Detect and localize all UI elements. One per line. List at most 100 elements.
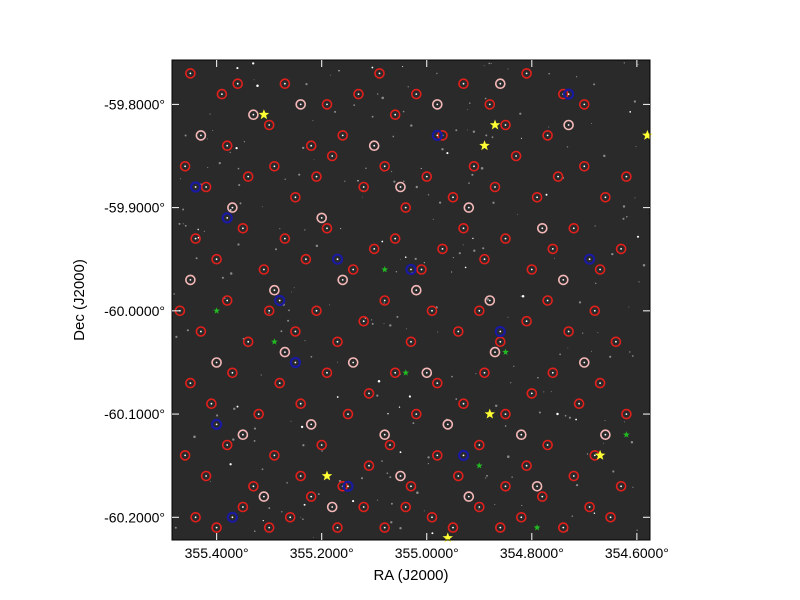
source-center-dot bbox=[599, 382, 601, 384]
source-center-dot bbox=[341, 134, 344, 137]
source-center-dot bbox=[368, 392, 370, 395]
background-star bbox=[362, 196, 363, 198]
background-star bbox=[568, 416, 571, 419]
background-star bbox=[406, 328, 407, 330]
source-center-dot bbox=[252, 485, 255, 488]
red-circle-marker bbox=[494, 522, 506, 533]
source-center-dot bbox=[436, 134, 439, 137]
background-star bbox=[381, 460, 383, 462]
source-center-dot bbox=[200, 330, 202, 333]
background-star bbox=[407, 86, 409, 88]
source-center-dot bbox=[620, 248, 622, 250]
red-circle-marker bbox=[578, 99, 590, 110]
background-star bbox=[483, 65, 485, 67]
red-circle-marker bbox=[368, 243, 380, 255]
background-star bbox=[507, 68, 509, 70]
red-circle-marker bbox=[500, 408, 511, 420]
source-center-dot bbox=[336, 340, 339, 343]
background-star bbox=[637, 64, 639, 65]
source-center-dot bbox=[457, 330, 460, 333]
red-circle-marker bbox=[190, 233, 201, 244]
background-star bbox=[571, 515, 574, 517]
red-circle-marker bbox=[206, 398, 217, 410]
pink-circle-marker bbox=[305, 419, 317, 430]
red-circle-marker bbox=[221, 439, 233, 451]
background-star bbox=[376, 394, 379, 397]
source-center-dot bbox=[231, 206, 234, 209]
x-tick-label: 355.0000° bbox=[395, 545, 459, 561]
red-circle-marker bbox=[195, 326, 207, 337]
red-circle-marker bbox=[290, 326, 301, 337]
source-center-dot bbox=[205, 186, 208, 188]
red-circle-marker bbox=[311, 305, 322, 317]
blue-circle-marker bbox=[342, 480, 354, 492]
background-star bbox=[281, 511, 283, 513]
background-star bbox=[420, 167, 422, 169]
red-circle-marker bbox=[605, 511, 616, 523]
background-star bbox=[427, 462, 430, 465]
red-circle-marker bbox=[353, 88, 364, 100]
yellow-star-marker bbox=[642, 129, 653, 140]
source-center-dot bbox=[257, 413, 260, 415]
background-star bbox=[268, 507, 271, 510]
red-circle-marker bbox=[416, 264, 427, 275]
red-circle-marker bbox=[437, 243, 448, 255]
green-star-marker bbox=[623, 431, 630, 438]
background-star bbox=[399, 451, 402, 454]
background-star bbox=[631, 355, 634, 357]
background-star bbox=[567, 347, 569, 349]
background-star bbox=[575, 483, 579, 487]
background-star bbox=[416, 491, 419, 494]
red-circle-marker bbox=[248, 480, 259, 492]
x-axis-label: RA (J2000) bbox=[373, 567, 448, 584]
blue-circle-marker bbox=[494, 325, 506, 338]
source-center-dot bbox=[394, 371, 397, 374]
background-star bbox=[386, 472, 389, 475]
source-center-dot bbox=[378, 72, 381, 75]
source-center-dot bbox=[488, 103, 491, 106]
background-star bbox=[593, 512, 596, 514]
background-star bbox=[452, 256, 455, 259]
pink-circle-marker bbox=[578, 357, 590, 368]
source-center-dot bbox=[478, 506, 481, 508]
red-circle-marker bbox=[405, 480, 417, 492]
source-center-dot bbox=[226, 444, 229, 446]
red-circle-marker bbox=[374, 68, 385, 79]
red-circle-marker bbox=[326, 150, 338, 162]
red-circle-marker bbox=[610, 336, 622, 348]
background-star bbox=[408, 395, 412, 398]
source-center-dot bbox=[567, 93, 570, 95]
background-star bbox=[622, 217, 625, 220]
red-circle-marker bbox=[615, 480, 627, 492]
red-circle-marker bbox=[421, 171, 433, 182]
background-star bbox=[243, 141, 246, 143]
blue-circle-marker bbox=[583, 253, 596, 265]
red-circle-marker bbox=[573, 398, 585, 410]
x-tick-label: 354.8000° bbox=[500, 545, 564, 561]
background-star bbox=[178, 222, 181, 225]
source-center-dot bbox=[383, 299, 386, 302]
background-star bbox=[262, 519, 264, 522]
background-star bbox=[303, 503, 306, 506]
source-center-dot bbox=[494, 186, 496, 188]
background-star bbox=[390, 502, 393, 505]
background-star bbox=[576, 76, 578, 78]
background-star bbox=[478, 508, 480, 510]
pink-circle-marker bbox=[269, 284, 280, 296]
source-center-dot bbox=[567, 124, 570, 126]
background-star bbox=[371, 115, 374, 118]
red-circle-marker bbox=[500, 480, 511, 492]
source-center-dot bbox=[410, 340, 412, 343]
background-star bbox=[486, 298, 490, 301]
background-star bbox=[203, 230, 206, 232]
background-star bbox=[239, 202, 242, 205]
background-star bbox=[521, 505, 523, 506]
background-star bbox=[389, 476, 392, 479]
red-circle-marker bbox=[400, 501, 412, 513]
blue-circle-marker bbox=[562, 88, 575, 100]
background-star bbox=[328, 304, 330, 306]
red-circle-marker bbox=[342, 408, 354, 420]
red-circle-marker bbox=[363, 460, 375, 472]
background-star bbox=[611, 252, 614, 256]
background-star bbox=[232, 438, 235, 441]
